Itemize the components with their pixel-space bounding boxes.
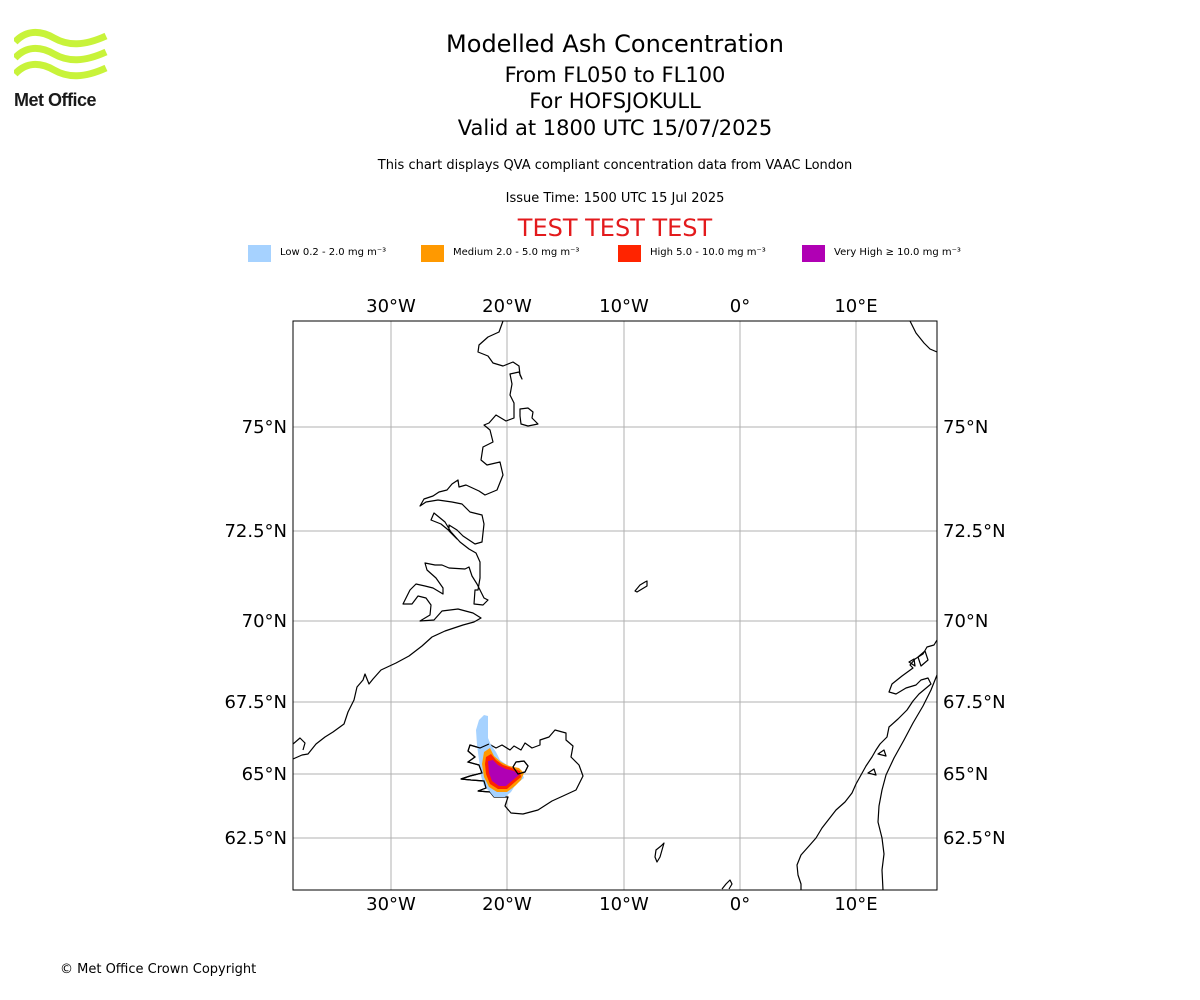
shetland-islands bbox=[721, 879, 733, 890]
legend-swatch-very-high bbox=[802, 245, 825, 262]
lon-label-top-20w: 20°W bbox=[482, 296, 532, 317]
lat-label-left-67-5n: 67.5°N bbox=[224, 692, 287, 713]
logo-text: Met Office bbox=[14, 90, 97, 110]
lon-label-bottom-20w: 20°W bbox=[482, 894, 532, 915]
level-range: From FL050 to FL100 bbox=[504, 63, 726, 87]
chart-title: Modelled Ash Concentration bbox=[446, 30, 784, 58]
faroe-islands bbox=[654, 842, 665, 863]
norway-islands bbox=[867, 650, 929, 776]
lat-label-left-70n: 70°N bbox=[242, 611, 287, 632]
svalbard-coast bbox=[909, 321, 937, 353]
volcano-name: For HOFSJOKULL bbox=[529, 89, 701, 113]
ash-cloud bbox=[476, 715, 524, 797]
lat-label-right-65n: 65°N bbox=[943, 764, 988, 785]
legend-swatch-high bbox=[618, 245, 641, 262]
ash-very-high-concentration bbox=[488, 760, 519, 786]
lon-label-bottom-0: 0° bbox=[730, 894, 750, 915]
legend-swatch-medium bbox=[421, 245, 444, 262]
lon-label-bottom-10e: 10°E bbox=[834, 894, 877, 915]
lon-label-bottom-30w: 30°W bbox=[366, 894, 416, 915]
test-banner: TEST TEST TEST bbox=[517, 214, 713, 242]
iceland-coast-overlay bbox=[460, 743, 529, 793]
legend-swatch-low bbox=[248, 245, 271, 262]
met-office-wave-icon bbox=[12, 29, 108, 80]
map-gridlines bbox=[293, 321, 937, 890]
lat-label-right-67-5n: 67.5°N bbox=[943, 692, 1006, 713]
coastlines bbox=[293, 321, 937, 890]
norway-coast-inland bbox=[877, 674, 937, 890]
jan-mayen-island bbox=[634, 580, 648, 593]
lon-label-top-0: 0° bbox=[730, 296, 750, 317]
greenland-coast bbox=[293, 321, 523, 760]
lon-label-top-30w: 30°W bbox=[366, 296, 416, 317]
legend-label-low: Low 0.2 - 2.0 mg m⁻³ bbox=[280, 247, 387, 258]
lat-label-right-62-5n: 62.5°N bbox=[943, 828, 1006, 849]
lat-label-left-62-5n: 62.5°N bbox=[224, 828, 287, 849]
copyright-notice: © Met Office Crown Copyright bbox=[60, 962, 257, 977]
lat-label-right-70n: 70°N bbox=[943, 611, 988, 632]
map-frame bbox=[292, 320, 938, 891]
lat-label-right-72-5n: 72.5°N bbox=[943, 521, 1006, 542]
valid-time: Valid at 1800 UTC 15/07/2025 bbox=[457, 116, 773, 140]
lon-label-bottom-10w: 10°W bbox=[599, 894, 649, 915]
chart-description: This chart displays QVA compliant concen… bbox=[377, 158, 853, 173]
latitude-labels-right: 75°N 72.5°N 70°N 67.5°N 65°N 62.5°N bbox=[943, 417, 1006, 849]
norway-coast bbox=[796, 639, 937, 890]
lat-label-left-75n: 75°N bbox=[242, 417, 287, 438]
legend-label-very-high: Very High ≥ 10.0 mg m⁻³ bbox=[834, 247, 961, 258]
issue-time: Issue Time: 1500 UTC 15 Jul 2025 bbox=[505, 191, 725, 206]
legend-label-medium: Medium 2.0 - 5.0 mg m⁻³ bbox=[453, 247, 580, 258]
legend-label-high: High 5.0 - 10.0 mg m⁻³ bbox=[650, 247, 766, 258]
iceland-west-coast-overlay bbox=[460, 743, 491, 793]
greenland-coast-south bbox=[293, 737, 306, 751]
latitude-labels-left: 75°N 72.5°N 70°N 67.5°N 65°N 62.5°N bbox=[224, 417, 287, 849]
lat-label-left-65n: 65°N bbox=[242, 764, 287, 785]
longitude-labels-top: 30°W 20°W 10°W 0° 10°E bbox=[366, 296, 877, 317]
longitude-labels-bottom: 30°W 20°W 10°W 0° 10°E bbox=[366, 894, 877, 915]
lon-label-top-10w: 10°W bbox=[599, 296, 649, 317]
met-office-logo: Met Office bbox=[12, 28, 108, 112]
hofsjokull-marker bbox=[512, 760, 529, 775]
lat-label-right-75n: 75°N bbox=[943, 417, 988, 438]
lon-label-top-10e: 10°E bbox=[834, 296, 877, 317]
greenland-island-north bbox=[519, 407, 539, 427]
lat-label-left-72-5n: 72.5°N bbox=[224, 521, 287, 542]
